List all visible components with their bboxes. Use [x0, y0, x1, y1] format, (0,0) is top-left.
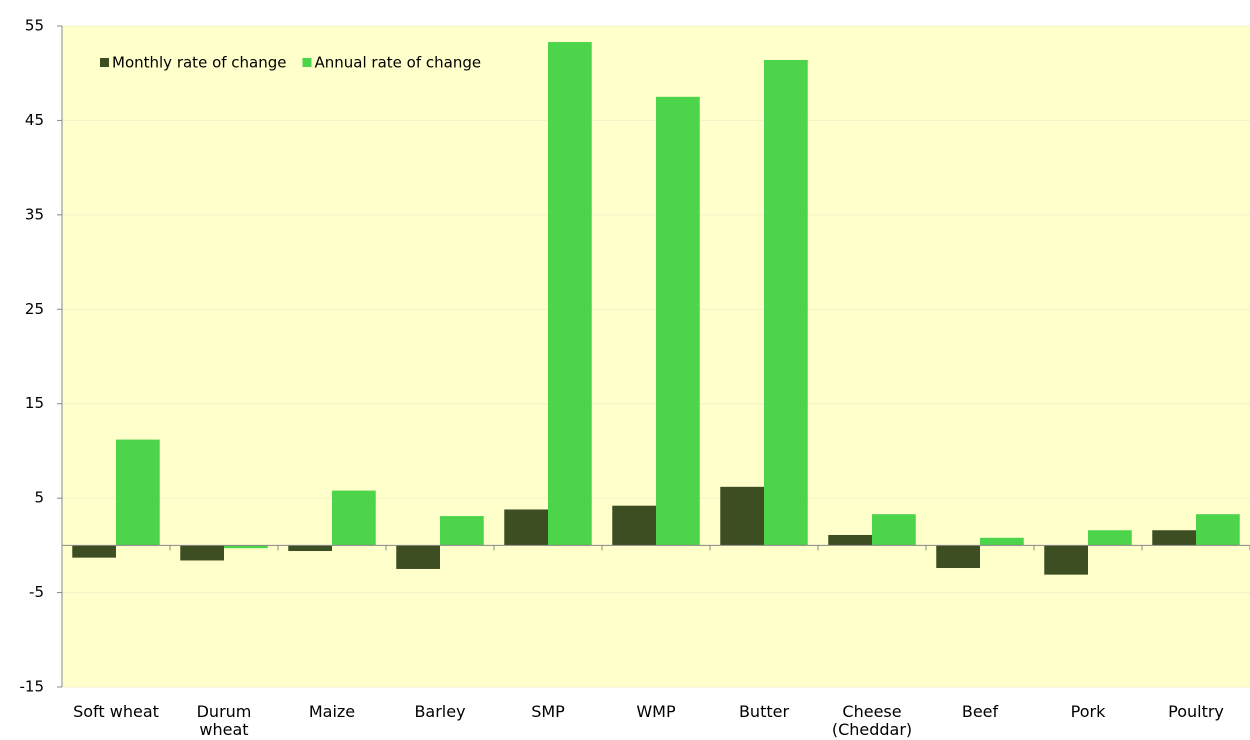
- bar: [828, 534, 872, 546]
- x-tick-label: Maize: [308, 702, 356, 721]
- legend-swatch: [302, 58, 312, 67]
- x-tick-label: Poultry: [1168, 702, 1224, 721]
- x-tick-label: Barley: [414, 702, 466, 721]
- bar: [1196, 514, 1240, 546]
- bar: [180, 545, 224, 561]
- y-tick-label: -15: [20, 678, 45, 696]
- x-tick-label: Cheese (Cheddar): [831, 702, 913, 739]
- x-tick-label: SMP: [531, 702, 565, 721]
- bar: [504, 509, 548, 546]
- bar: [936, 545, 980, 569]
- bar: [656, 96, 700, 546]
- y-tick-label: 15: [25, 394, 44, 412]
- y-tick-label: 25: [25, 300, 44, 318]
- legend-label: Monthly rate of change: [112, 54, 287, 72]
- bar: [332, 490, 376, 546]
- bar: [440, 516, 484, 546]
- y-tick-label: 45: [25, 111, 44, 129]
- bar: [396, 545, 440, 569]
- bar: [1152, 530, 1196, 546]
- bar: [288, 545, 332, 552]
- x-tick-label: Beef: [961, 702, 999, 721]
- bar: [720, 486, 764, 546]
- legend-label: Annual rate of change: [315, 54, 482, 72]
- bar: [764, 59, 808, 546]
- bar: [980, 537, 1024, 546]
- bar: [1044, 545, 1088, 575]
- y-tick-label: -5: [29, 583, 44, 601]
- x-tick-label: Pork: [1070, 702, 1106, 721]
- bar: [612, 505, 656, 546]
- bar: [116, 439, 160, 546]
- legend-swatch: [100, 58, 109, 67]
- bar: [72, 545, 116, 558]
- y-tick-label: 35: [25, 205, 44, 223]
- y-tick-label: 55: [25, 17, 44, 35]
- bar: [224, 545, 268, 549]
- bar: [1088, 530, 1132, 546]
- x-tick-label: Durum wheat: [196, 702, 252, 739]
- bar: [548, 42, 592, 546]
- x-tick-label: WMP: [636, 702, 676, 721]
- y-tick-label: 5: [34, 489, 44, 507]
- x-tick-label: Soft wheat: [73, 702, 159, 721]
- x-tick-label: Butter: [738, 702, 790, 721]
- bar: [872, 514, 916, 546]
